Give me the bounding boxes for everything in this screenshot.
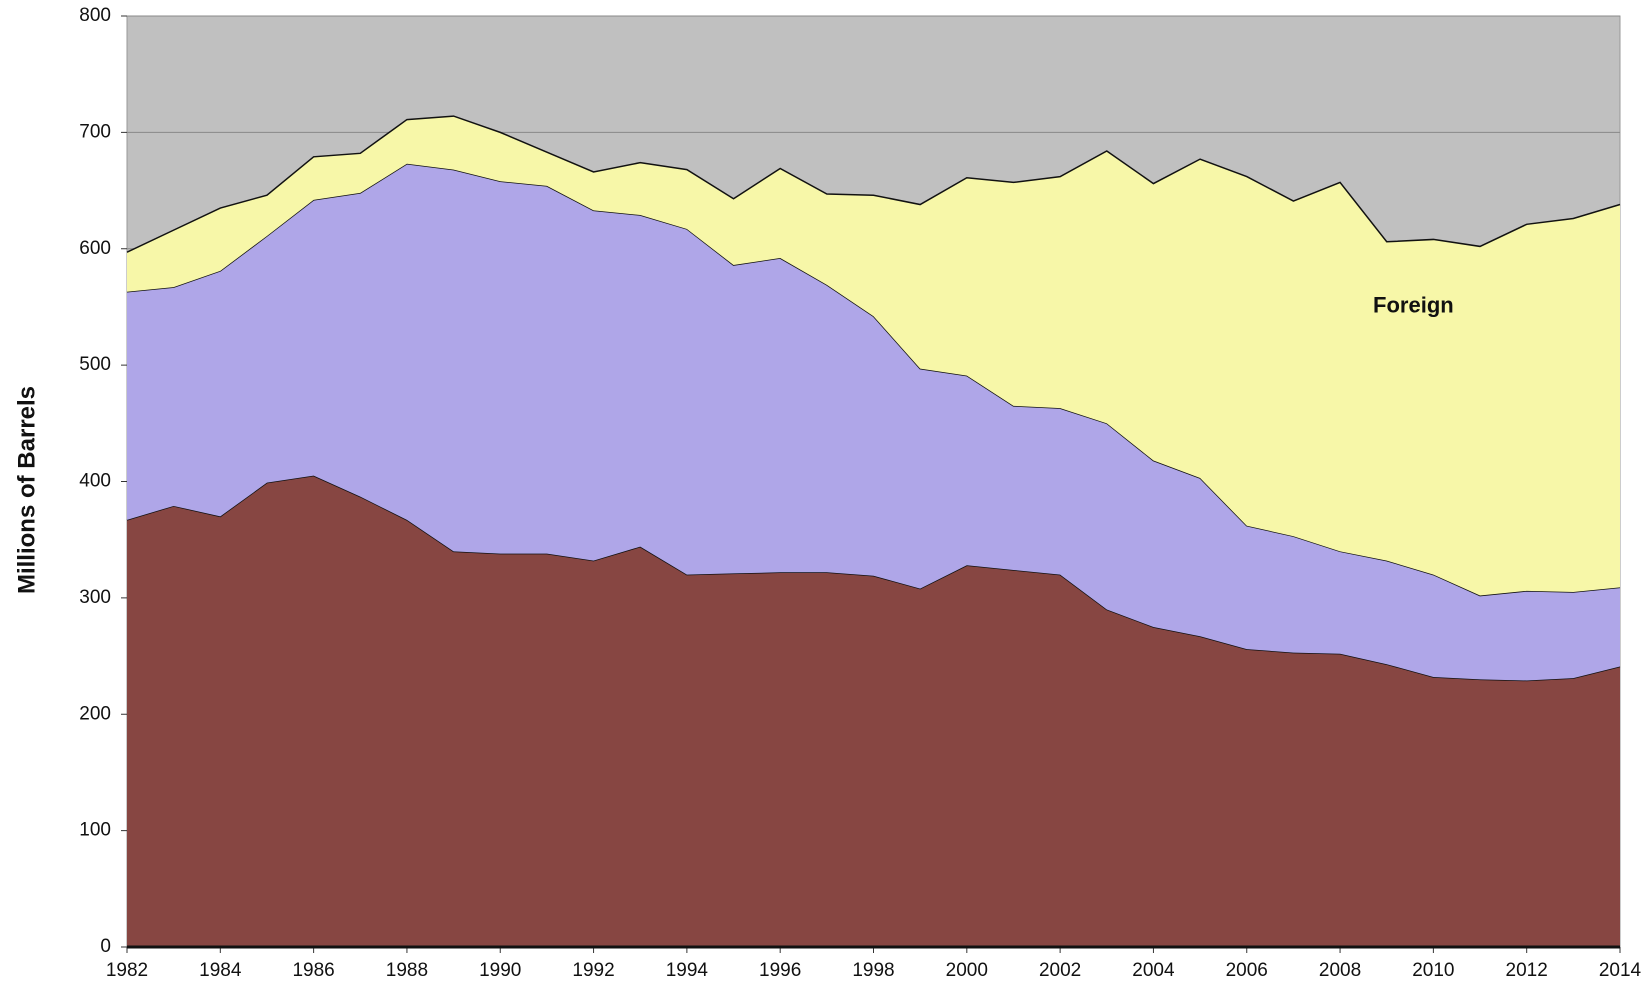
- x-tick-label: 1986: [292, 960, 334, 981]
- y-tick-label: 0: [100, 936, 111, 957]
- x-tick-label: 2002: [1039, 960, 1081, 981]
- x-tick-label: 2004: [1132, 960, 1175, 981]
- y-tick-label: 800: [79, 5, 111, 26]
- y-tick-label: 100: [79, 820, 111, 841]
- x-tick-label: 1990: [479, 960, 521, 981]
- x-tick-label: 1992: [572, 960, 614, 981]
- x-tick-label: 1994: [666, 960, 709, 981]
- y-tick-label: 200: [79, 703, 111, 724]
- x-tick-label: 2012: [1506, 960, 1548, 981]
- x-tick-label: 2008: [1319, 960, 1361, 981]
- area: [127, 163, 1620, 681]
- x-tick-label: 2000: [946, 960, 988, 981]
- y-tick-label: 500: [79, 354, 111, 375]
- x-tick-label: 2014: [1599, 960, 1642, 981]
- x-tick-label: 1982: [106, 960, 148, 981]
- y-tick-label: 600: [79, 238, 111, 259]
- x-tick-label: 2006: [1226, 960, 1268, 981]
- x-tick-label: 1996: [759, 960, 801, 981]
- area-label: Foreign: [1373, 292, 1454, 317]
- y-tick-label: 300: [79, 587, 111, 608]
- area: [127, 475, 1620, 947]
- y-axis-label: Millions of Barrels: [13, 386, 40, 594]
- x-tick-label: 1998: [852, 960, 894, 981]
- x-tick-label: 1988: [386, 960, 428, 981]
- x-tick-label: 2010: [1412, 960, 1454, 981]
- y-tick-label: 400: [79, 471, 111, 492]
- area-edge: [126, 115, 1621, 253]
- area: [127, 116, 1620, 596]
- x-tick-label: 1984: [199, 960, 242, 981]
- y-tick-label: 700: [79, 121, 111, 142]
